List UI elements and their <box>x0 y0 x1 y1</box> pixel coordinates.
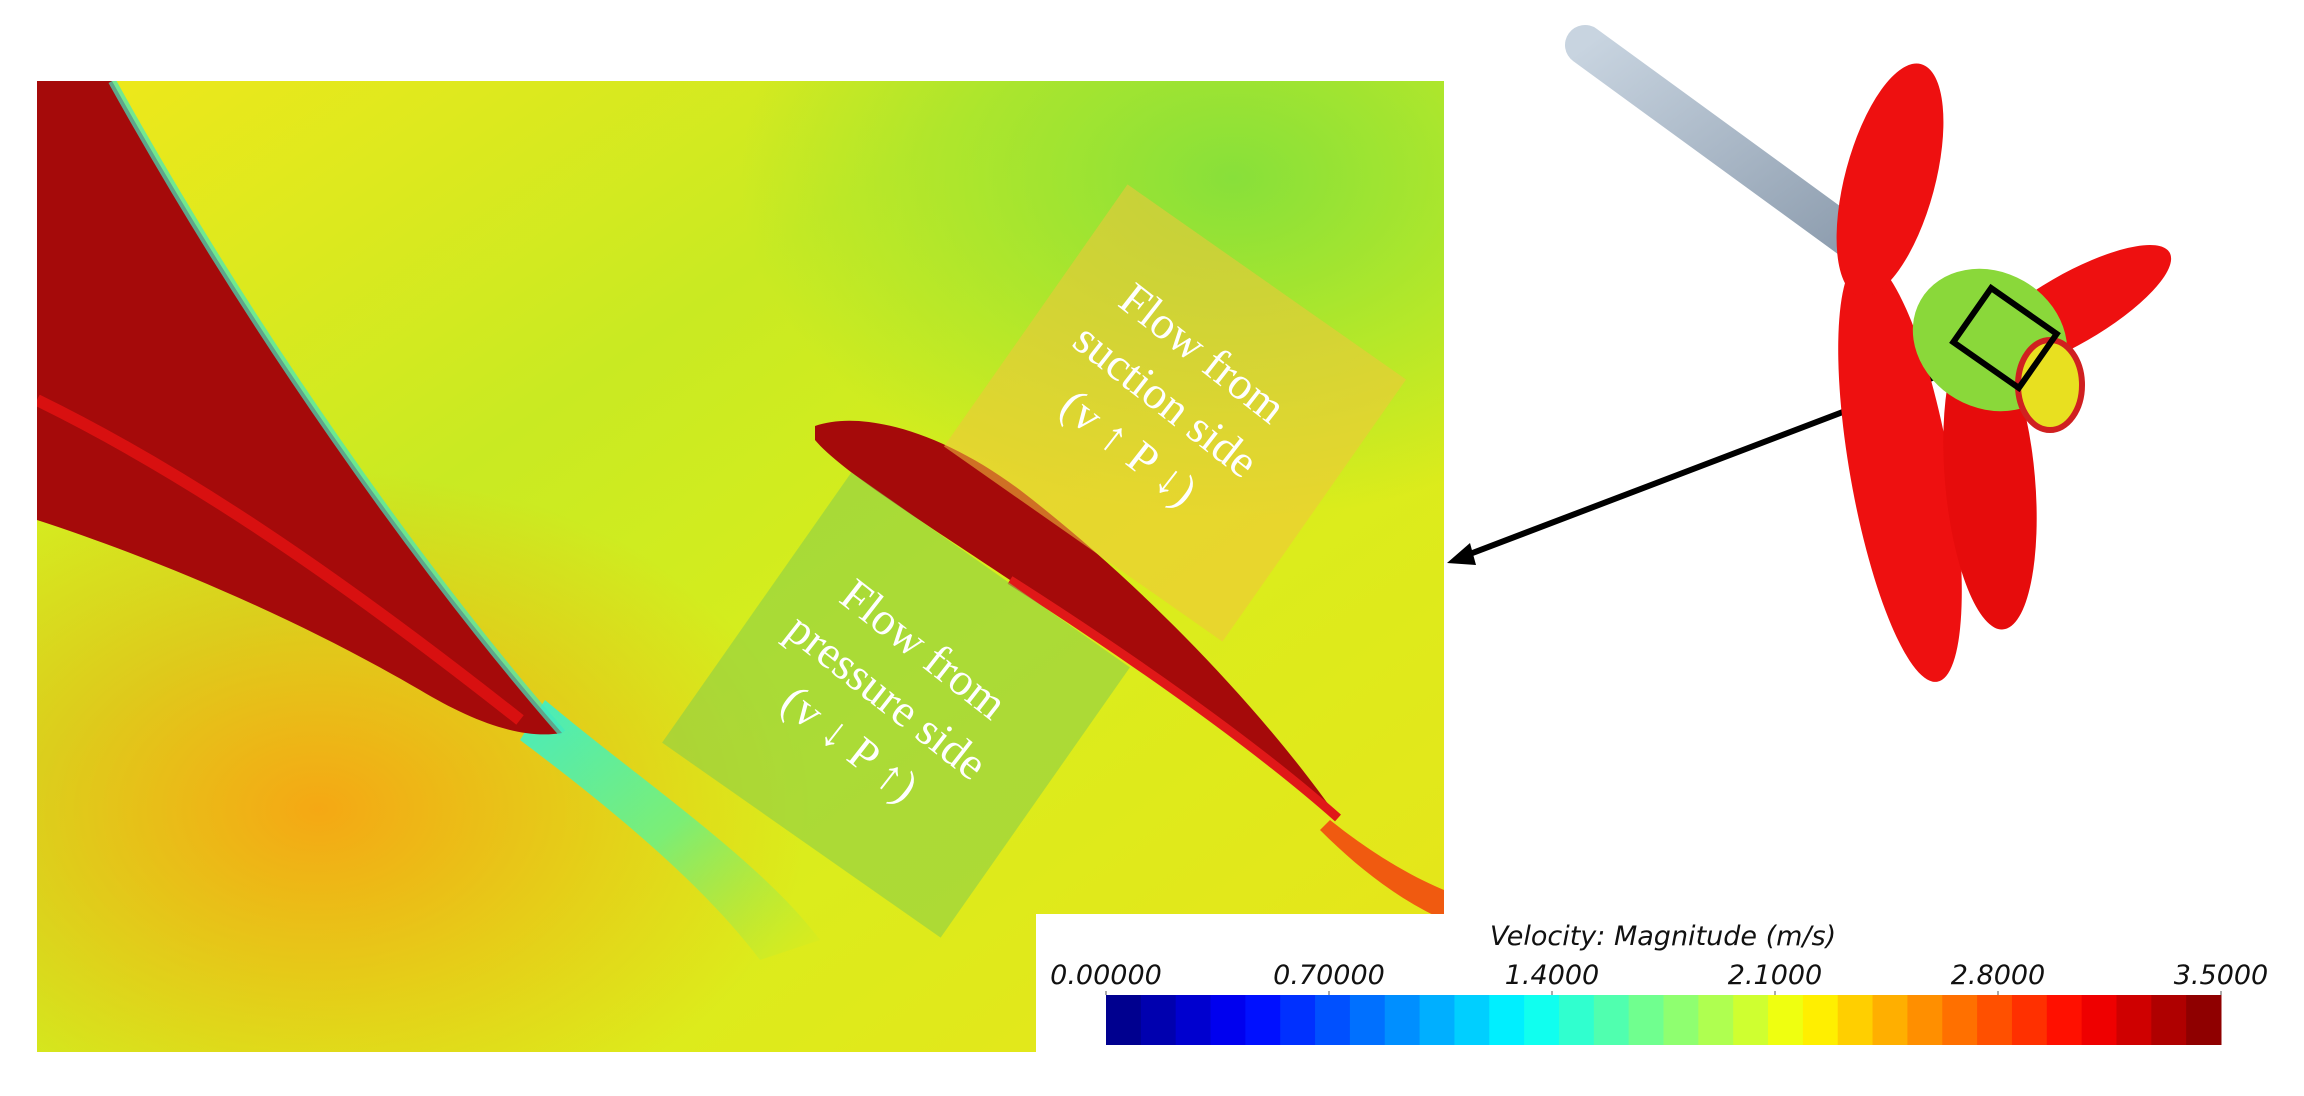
colorbar-tick-label: 2.8000 <box>1951 960 2045 991</box>
airfoil-edge <box>1007 576 1341 822</box>
colorbar-tick-label: 2.1000 <box>1728 960 1822 991</box>
colorbar-band <box>1280 995 1316 1045</box>
annotation-box <box>662 472 1130 938</box>
arrow-head <box>1447 543 1476 565</box>
colorbar-band <box>1315 995 1351 1045</box>
colorbar-tick-label: 3.5000 <box>2174 960 2268 991</box>
colorbar-band <box>1210 995 1246 1045</box>
colorbar-band <box>1628 995 1664 1045</box>
colorbar-band <box>1907 995 1943 1045</box>
colorbar-tick-label: 0.00000 <box>1050 960 1162 991</box>
blade-edge <box>108 81 566 736</box>
propeller <box>1565 25 2172 682</box>
colorbar-band <box>1768 995 1804 1045</box>
colorbar-band <box>2116 995 2152 1045</box>
colorbar-band <box>1454 995 1490 1045</box>
colorbar-band <box>2081 995 2117 1045</box>
hub-end <box>2015 337 2085 433</box>
colorbar-band <box>1977 995 2013 1045</box>
colorbar-band <box>1872 995 1908 1045</box>
colorbar-band <box>2151 995 2187 1045</box>
colorbar-band <box>1349 995 1386 1045</box>
colorbar-band <box>1558 995 1595 1045</box>
colorbar-band <box>1106 995 1142 1045</box>
colorbar-band <box>1663 995 1699 1045</box>
colorbar-band <box>1593 995 1630 1045</box>
colorbar-title: Velocity: Magnitude (m/s) <box>1490 921 1836 952</box>
blade-edge <box>37 394 524 725</box>
wake-streak <box>1320 820 1444 920</box>
colorbar-band <box>1698 995 1734 1045</box>
colorbar-band <box>2011 995 2048 1045</box>
colorbar-band <box>1175 995 1212 1045</box>
zoom-box <box>1949 283 2061 393</box>
colorbar-band <box>1419 995 1455 1045</box>
colorbar-band <box>1733 995 1769 1045</box>
colorbar-band <box>1524 995 1560 1045</box>
colorbar-band <box>2046 995 2083 1045</box>
colorbar <box>1106 995 2222 1045</box>
colorbar-band <box>1802 995 1839 1045</box>
colorbar-band <box>1140 995 1177 1045</box>
shaft <box>1565 25 1900 280</box>
colorbar-band <box>1245 995 1281 1045</box>
colorbar-band <box>1384 995 1421 1045</box>
propeller-blade <box>1836 63 1944 297</box>
colorbar-band <box>2186 995 2222 1045</box>
colorbar-band <box>1837 995 1874 1045</box>
colorbar-band <box>1942 995 1978 1045</box>
colorbar-ticks: 0.00000 0.70000 1.4000 2.1000 2.8000 3.5000 <box>1050 960 2268 995</box>
propeller-blade <box>1838 258 1962 682</box>
wake-streak <box>520 700 820 960</box>
colorbar-tick-label: 0.70000 <box>1273 960 1385 991</box>
annotation-box <box>943 184 1407 642</box>
colorbar-band <box>1489 995 1525 1045</box>
contour-panel <box>37 81 1444 1052</box>
colorbar-tick-label: 1.4000 <box>1505 960 1599 991</box>
